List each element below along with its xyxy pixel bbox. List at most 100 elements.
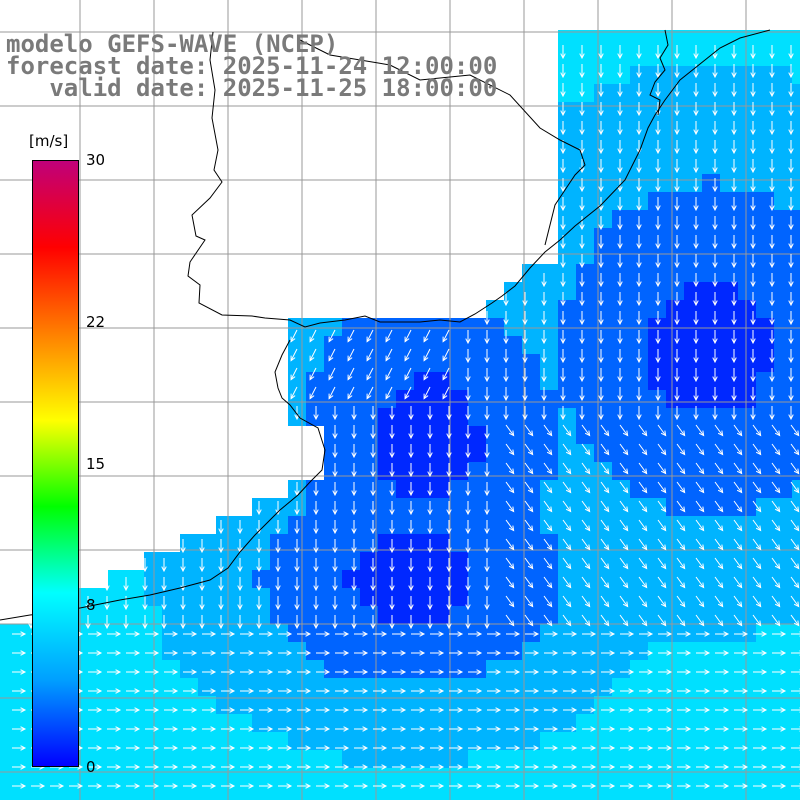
wind-arrow [316,707,331,713]
wind-speed-cell [486,660,504,678]
wind-arrow [373,650,388,656]
wind-speed-cell [756,174,774,192]
wind-arrow [465,425,471,440]
wind-arrow [525,764,540,770]
wind-speed-cell [774,138,792,156]
wind-arrow [693,349,699,364]
wind-speed-cell [756,372,774,390]
wind-speed-cell [648,336,666,354]
wind-speed-cell [666,714,684,732]
wind-speed-cell [684,138,702,156]
wind-speed-cell [702,408,720,426]
wind-arrow [525,745,540,751]
wind-arrow [524,500,534,513]
wind-speed-cell [306,498,324,516]
wind-arrow [563,650,578,656]
wind-arrow [620,783,635,789]
wind-arrow [202,783,217,789]
wind-speed-cell [432,732,450,750]
wind-arrow [107,650,122,656]
wind-speed-cell [234,570,252,588]
wind-arrow [468,707,483,713]
wind-arrow [347,348,355,362]
wind-arrow [750,121,756,136]
wind-speed-cell [180,750,198,768]
wind-speed-cell [306,570,324,588]
wind-arrow [677,707,692,713]
wind-arrow [525,707,540,713]
wind-arrow [449,650,464,656]
wind-speed-cell [756,102,774,120]
wind-speed-cell [36,786,54,800]
wind-speed-cell [540,588,558,606]
wind-speed-cell [486,336,504,354]
wind-speed-cell [540,570,558,588]
wind-arrow [107,669,122,675]
wind-speed-cell [180,678,198,696]
wind-speed-cell [738,498,756,516]
wind-speed-cell [702,228,720,246]
wind-arrow [543,424,553,437]
wind-arrow [237,596,243,611]
wind-arrow [408,539,414,554]
wind-arrow [636,159,642,174]
wind-arrow [636,330,642,345]
wind-arrow [240,707,255,713]
wind-speed-cell [180,606,198,624]
wind-speed-cell [270,588,288,606]
wind-speed-cell [612,318,630,336]
wind-speed-cell [234,732,252,750]
wind-speed-cell [684,102,702,120]
wind-speed-cell [468,354,486,372]
wind-arrow [525,726,540,732]
wind-arrow [389,482,395,497]
wind-arrow [107,745,122,751]
wind-arrow [734,764,749,770]
wind-arrow [408,558,414,573]
wind-speed-cell [144,750,162,768]
wind-arrow [791,669,800,675]
wind-arrow [389,577,395,592]
wind-arrow [294,596,300,611]
wind-speed-cell [324,552,342,570]
wind-speed-cell [90,642,108,660]
wind-arrow [278,783,293,789]
wind-arrow [468,726,483,732]
wind-arrow [771,595,781,608]
wind-arrow [541,311,547,326]
wind-speed-cell [792,426,800,444]
wind-arrow [313,539,319,554]
wind-speed-cell [702,480,720,498]
wind-speed-cell [630,768,648,786]
wind-arrow [693,102,699,117]
wind-arrow [522,311,528,326]
wind-speed-cell [576,282,594,300]
wind-arrow [752,614,762,627]
wind-speed-cell [162,606,180,624]
wind-arrow [638,424,648,437]
wind-arrow [581,424,591,437]
wind-arrow [351,596,357,611]
wind-arrow [560,368,566,383]
wind-speed-cell [162,732,180,750]
wind-arrow [544,688,559,694]
wind-speed-cell [414,516,432,534]
wind-arrow [636,254,642,269]
wind-speed-cell [396,480,414,498]
wind-speed-cell [666,282,684,300]
wind-speed-cell [630,516,648,534]
wind-speed-cell [504,552,522,570]
wind-arrow [771,576,781,589]
wind-arrow [430,688,445,694]
wind-arrow [332,482,338,497]
wind-arrow [712,311,718,326]
wind-arrow [389,501,395,516]
wind-speed-cell [720,786,738,800]
wind-arrow [715,669,730,675]
wind-arrow [600,424,610,437]
wind-arrow [389,444,395,459]
wind-speed-cell [414,588,432,606]
wind-speed-cell [486,318,504,336]
wind-speed-cell [792,138,800,156]
wind-speed-cell [270,714,288,732]
